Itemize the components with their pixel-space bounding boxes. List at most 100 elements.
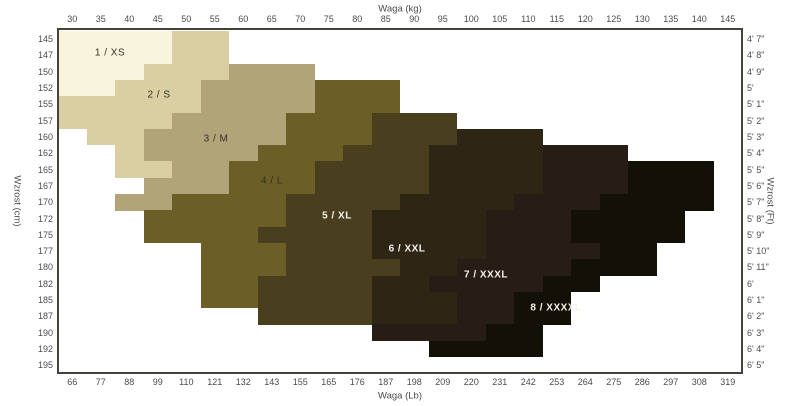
size-region-cell-xxxxl (514, 308, 572, 325)
size-region-cell-m (229, 63, 315, 81)
top-axis-tick: 125 (606, 14, 622, 24)
right-axis-tick: 6' (747, 278, 754, 289)
left-axis-tick: 165 (37, 164, 53, 175)
top-axis-tick: 70 (295, 14, 306, 24)
bottom-axis-tick: 110 (179, 377, 194, 387)
top-axis-tick: 60 (238, 14, 249, 24)
left-axis-title: Wzrost (cm) (11, 175, 23, 227)
size-region-cell-xxxl (485, 210, 572, 227)
size-region-cell-xxxl (542, 161, 629, 179)
size-region-cell-xxl (371, 308, 458, 325)
size-region-cell-xxl (428, 177, 543, 195)
size-region-cell-xxxxl (514, 291, 572, 309)
size-region-cell-s (115, 145, 144, 162)
size-region-cell-xl (371, 128, 458, 146)
size-region-cell-xl (371, 112, 458, 130)
size-region-cell-m (143, 177, 230, 195)
size-label-xs: 1 / XS (94, 47, 126, 59)
left-axis-tick: 160 (37, 132, 53, 142)
top-axis-tick: 30 (67, 14, 78, 24)
bottom-axis-tick: 253 (549, 377, 565, 387)
size-region-cell-l (286, 112, 372, 130)
size-region-cell-l (257, 145, 344, 162)
bottom-axis-tick: 198 (406, 377, 422, 387)
bottom-axis-tick: 220 (463, 377, 479, 387)
top-axis-tick: 80 (352, 14, 363, 24)
right-axis-tick: 6' 5" (747, 360, 765, 371)
size-label-l: 4 / L (261, 175, 283, 187)
size-region-cell-xxl (371, 226, 486, 244)
size-region-cell-xs (58, 31, 173, 48)
top-axis-tick: 120 (577, 14, 593, 24)
top-axis-tick: 35 (95, 14, 106, 24)
right-axis-title: Wzrost (Ft) (764, 177, 776, 225)
right-axis-tick: 4' 7" (747, 34, 765, 45)
size-region-cell-m (115, 194, 173, 211)
left-axis-tick: 177 (37, 246, 53, 257)
size-region-cell-l (172, 194, 287, 211)
size-region-cell-m (172, 112, 287, 130)
left-axis-tick: 192 (37, 343, 53, 354)
right-axis-tick: 5' 8" (747, 213, 765, 224)
top-axis-tick: 105 (492, 14, 508, 24)
bottom-axis-tick: 165 (321, 377, 337, 387)
size-region-cell-xxl (371, 210, 486, 227)
bottom-axis-tick: 77 (95, 377, 106, 387)
size-region-cell-xs (58, 63, 144, 81)
size-region-cell-s (172, 47, 230, 64)
right-axis-tick: 5' 5" (747, 164, 765, 175)
left-axis-tick: 182 (37, 278, 53, 289)
size-label-xxxl: 7 / XXXL (463, 269, 509, 281)
size-region-cell-s (115, 79, 201, 97)
size-region-cell-xxl (428, 161, 543, 179)
size-region-cell-xxl (457, 128, 543, 146)
size-region-cell-xxxxl (599, 194, 714, 211)
size-region-cell-xl (257, 291, 372, 309)
size-region-cell-s (143, 63, 230, 81)
size-region-cell-m (200, 96, 315, 113)
bottom-axis-tick: 155 (292, 377, 308, 387)
right-axis-tick: 6' 2" (747, 311, 765, 322)
size-region-cell-xl (286, 242, 372, 260)
size-region-cell-m (143, 145, 258, 162)
size-region-cell-xxl (400, 194, 515, 211)
size-region-cell-xxl (371, 242, 486, 260)
left-axis-tick: 157 (37, 115, 53, 126)
right-axis-tick: 4' 8" (747, 50, 765, 61)
bottom-axis-tick: 209 (435, 377, 451, 387)
size-region-cell-xxxxl (571, 226, 686, 244)
top-axis-tick: 50 (181, 14, 192, 24)
size-region-cell-l (200, 259, 287, 276)
size-region-cell-xxxl (457, 259, 572, 276)
left-axis-tick: 150 (37, 66, 53, 77)
size-region-cell-xxxl (371, 324, 486, 342)
left-axis-tick: 170 (37, 197, 53, 208)
top-axis-tick: 65 (266, 14, 277, 24)
size-region-cell-xxxl (428, 275, 543, 293)
size-region-cell-xxxl (542, 177, 629, 195)
top-axis-tick: 140 (691, 14, 707, 24)
right-axis-tick: 5' 4" (747, 148, 765, 159)
left-axis-tick: 167 (37, 180, 53, 191)
size-region-cell-xxl (371, 275, 429, 293)
size-region-cell-l (314, 96, 401, 113)
size-region-cell-xl (257, 275, 372, 293)
size-region-cell-xl (343, 145, 429, 162)
top-axis-tick: 110 (521, 14, 536, 24)
top-axis-tick: 130 (634, 14, 650, 24)
size-region-cell-l (229, 177, 315, 195)
size-region-cell-xxxxl (571, 210, 686, 227)
size-region-cell-xs (58, 79, 116, 97)
size-region-cell-xxxl (485, 242, 600, 260)
left-axis-tick: 145 (37, 34, 53, 45)
size-region-cell-l (229, 161, 315, 179)
left-axis-tick: 185 (37, 294, 53, 305)
bottom-axis-tick: 264 (577, 377, 593, 387)
bottom-axis-tick: 242 (520, 377, 536, 387)
size-region-cell-xxxxl (599, 242, 657, 260)
size-region-cell-s (86, 128, 144, 146)
size-region-cell-m (172, 161, 230, 179)
left-axis-tick: 195 (37, 360, 53, 371)
right-axis-tick: 5' (747, 83, 754, 94)
bottom-axis-tick: 88 (124, 377, 135, 387)
